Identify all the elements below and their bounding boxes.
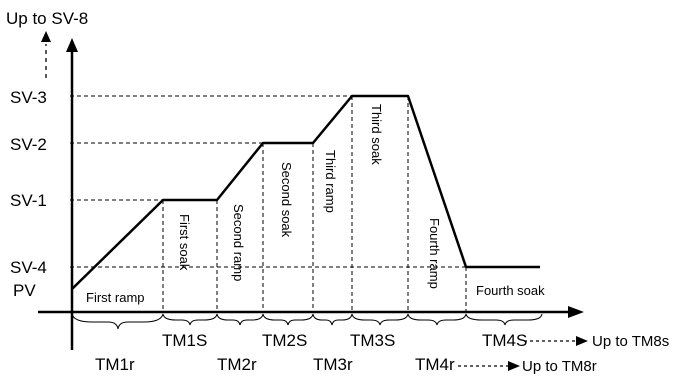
y-axis-continuation-arrowhead xyxy=(41,31,51,42)
tm8s-continuation-label: Up to TM8s xyxy=(592,333,669,350)
brace-tm3r xyxy=(312,313,353,326)
brace-tm2r xyxy=(216,313,264,326)
sv2-label: SV-2 xyxy=(10,135,47,154)
sv4-label: SV-4 xyxy=(10,258,47,277)
tm8s-arrowhead xyxy=(576,336,588,346)
tm1s-label: TM1S xyxy=(162,331,207,350)
brace-tm1s xyxy=(162,313,218,326)
segment-fourth-ramp: Fourth ramp xyxy=(427,218,442,289)
y-axis-arrowhead xyxy=(66,38,78,52)
brace-tm4r xyxy=(407,313,467,326)
tm4r-label: TM4r xyxy=(415,355,455,374)
tm2s-label: TM2S xyxy=(262,331,307,350)
segment-first-ramp: First ramp xyxy=(86,290,145,305)
tm2r-label: TM2r xyxy=(217,355,257,374)
pv-label: PV xyxy=(13,281,36,300)
sv3-label: SV-3 xyxy=(10,88,47,107)
tm8r-continuation-label: Up to TM8r xyxy=(522,358,597,375)
ramp-soak-profile xyxy=(71,94,540,290)
segment-third-soak: Third soak xyxy=(369,104,384,165)
segment-second-ramp: Second ramp xyxy=(231,204,246,281)
brace-tm2s xyxy=(262,313,314,326)
brace-tm3s xyxy=(351,313,409,326)
tm3r-label: TM3r xyxy=(313,355,353,374)
segment-first-soak: First soak xyxy=(177,214,192,271)
x-axis-arrowhead xyxy=(568,306,584,318)
segment-third-ramp: Third ramp xyxy=(323,150,338,213)
tm4s-label: TM4S xyxy=(482,331,527,350)
sv1-label: SV-1 xyxy=(10,191,47,210)
brace-tm4s xyxy=(465,313,543,326)
brace-tm1r xyxy=(71,313,164,330)
segment-fourth-soak: Fourth soak xyxy=(476,283,545,298)
segment-second-soak: Second soak xyxy=(279,162,294,238)
tm8r-arrowhead xyxy=(508,361,520,371)
tm1r-label: TM1r xyxy=(95,355,135,374)
y-axis-top-label: Up to SV-8 xyxy=(6,9,88,28)
tm3s-label: TM3S xyxy=(350,331,395,350)
